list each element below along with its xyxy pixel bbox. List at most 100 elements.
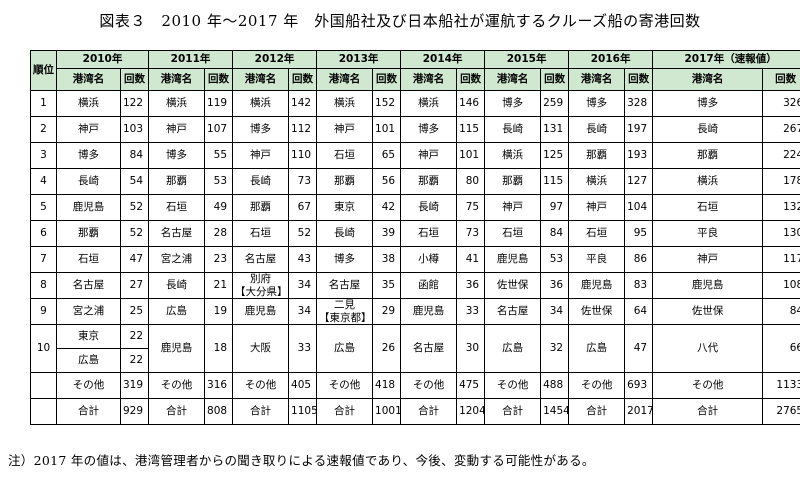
port-name-header: 港湾名 (148, 68, 206, 91)
port-name-cell: 石垣 (148, 194, 206, 221)
empty-rank-cell: 8 (30, 272, 57, 299)
port-name-cell: 長崎 (56, 168, 121, 195)
table-row: 6那覇52名古屋28石垣52長崎39石垣73石垣84石垣95平良130 (30, 220, 800, 247)
port-name-header: 港湾名 (652, 68, 764, 91)
port-name-cell: 鹿児島 (484, 246, 542, 273)
count-header: 回数 (372, 68, 402, 91)
year-header: 2013年 (316, 50, 402, 69)
count-cell: 108 (762, 272, 800, 299)
port-name-cell: 石垣 (652, 194, 764, 221)
port-name-cell: 宮之浦 (56, 298, 121, 325)
year-header: 2016年 (568, 50, 654, 69)
table-row: 2 神戸 103 神戸 107 博多 112 神戸 101 博多 115 長崎 131 長崎 197 長崎 26… (30, 116, 800, 143)
count-header: 回数 (540, 68, 570, 91)
year-header: 2017年（速報値） (652, 50, 800, 69)
total-value: 1204 (456, 398, 486, 425)
count-cell: 38 (372, 246, 402, 273)
port-name-cell: 那覇 (232, 194, 290, 221)
total-label: 合計 (652, 398, 764, 425)
total-label: 合計 (148, 398, 206, 425)
port-name-line: 二見 (334, 299, 356, 312)
count-cell: 42 (372, 194, 402, 221)
others-value: 405 (288, 372, 318, 399)
count-cell: 22 (119, 348, 150, 373)
port-name-cell: 佐世保 (484, 272, 542, 299)
count-cell: 41 (456, 246, 486, 273)
port-name-cell: 横浜 (56, 90, 121, 117)
count-cell: 101 (372, 116, 402, 143)
count-cell: 47 (119, 246, 150, 273)
port-name-cell: 神戸 (316, 116, 374, 143)
others-value: 1133 (762, 372, 800, 399)
port-name-cell: 神戸 (232, 142, 290, 169)
count-cell: 35 (372, 272, 402, 299)
count-cell: 39 (372, 220, 402, 247)
port-name-header: 港湾名 (400, 68, 458, 91)
year-header: 2011年 (148, 50, 234, 69)
total-value: 2017 (624, 398, 654, 425)
port-name-cell: 横浜 (148, 90, 206, 117)
empty-rank-cell: 広島 (56, 348, 121, 373)
port-name-cell: 横浜 (652, 168, 764, 195)
table-row: 広島 22 (31, 348, 800, 373)
count-cell: 33 (456, 298, 486, 325)
port-name-cell: 宮之浦 (148, 246, 206, 273)
empty-rank-cell: 1 (30, 90, 57, 117)
page-title: 図表３ 2010 年～2017 年 外国船社及び日本船社が運航するクルーズ船の寄… (99, 12, 701, 30)
port-name-cell: 名古屋 (232, 246, 290, 273)
count-cell: 18 (204, 324, 234, 373)
port-name-cell: 博多 (652, 90, 764, 117)
port-name-cell: 名古屋 (56, 272, 121, 299)
others-value: 488 (540, 372, 570, 399)
count-cell: 32 (540, 324, 570, 373)
empty-rank-cell: 10 (30, 324, 57, 373)
port-name-cell: 横浜 (316, 90, 374, 117)
count-cell: 142 (288, 90, 318, 117)
port-name-cell: 神戸 (400, 142, 458, 169)
port-name-cell: 那覇 (568, 142, 626, 169)
others-value: 316 (204, 372, 234, 399)
count-cell: 55 (204, 142, 234, 169)
count-cell: 25 (119, 298, 150, 325)
count-cell: 34 (288, 298, 318, 325)
count-cell: 22 (119, 324, 150, 349)
port-call-table: 順位 2010年 2011年 2012年 2013年 2014年 2015年 2016年 201… (30, 50, 800, 425)
footnote: 注）2017 年の値は、港湾管理者からの聞き取りによる速報値であり、今後、変動す… (8, 453, 595, 468)
count-cell: 67 (288, 194, 318, 221)
port-name-cell: 神戸 (484, 194, 542, 221)
port-name-cell: 長崎 (232, 168, 290, 195)
count-cell: 75 (456, 194, 486, 221)
port-name-cell: 広島 (316, 324, 374, 373)
port-name-cell: 石垣 (568, 220, 626, 247)
count-cell: 259 (540, 90, 570, 117)
port-name-cell: 那覇 (652, 142, 764, 169)
count-cell: 66 (762, 324, 800, 373)
port-name-cell: 那覇 (56, 220, 121, 247)
port-name-cell: 平良 (652, 220, 764, 247)
empty-rank-cell: 4 (30, 168, 57, 195)
count-cell: 34 (540, 298, 570, 325)
others-label: その他 (400, 372, 458, 399)
table-row: 8 名古屋 27 長崎 21 別府 【大分県】 34 名古屋 35 函館 36 佐世保 36 鹿児島 83 鹿児… (30, 272, 800, 299)
port-name-header: 港湾名 (232, 68, 290, 91)
count-cell: 64 (624, 298, 654, 325)
port-name-cell: 博多 (484, 90, 542, 117)
count-cell: 193 (624, 142, 654, 169)
port-name-cell: 東京 (316, 194, 374, 221)
port-name-header: 港湾名 (568, 68, 626, 91)
port-name-cell: 広島 (568, 324, 626, 373)
count-cell: 23 (204, 246, 234, 273)
port-name-cell: 石垣 (316, 142, 374, 169)
count-header: 回数 (119, 68, 150, 91)
count-cell: 80 (456, 168, 486, 195)
empty-rank-cell (30, 398, 57, 425)
count-cell: 267 (762, 116, 800, 143)
count-cell: 21 (204, 272, 234, 299)
port-name-cell: 鹿児島 (148, 324, 206, 373)
port-name-cell: 博多 (316, 246, 374, 273)
others-value: 693 (624, 372, 654, 399)
count-cell: 53 (204, 168, 234, 195)
table-row: 4長崎54那覇53長崎73那覇56那覇80那覇115横浜127横浜178 (30, 168, 800, 195)
port-name-cell: 神戸 (652, 246, 764, 273)
port-name-cell: 広島 (148, 298, 206, 325)
